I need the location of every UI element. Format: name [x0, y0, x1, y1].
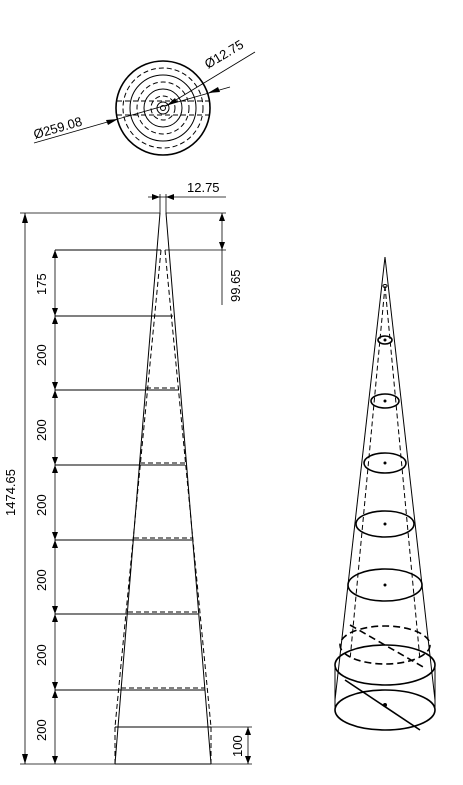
cone-left-edge: [114, 212, 161, 765]
section-label-5: 200: [34, 569, 49, 591]
cone-right-edge: [165, 212, 212, 765]
top-view-ring-2: [129, 74, 197, 142]
inner-diameter-leader: [165, 51, 256, 107]
iso-section-ellipse-2: [370, 393, 400, 409]
top-view: Ø259.08 Ø12.75: [32, 37, 256, 156]
inner-diameter-arrow: [166, 98, 177, 106]
base-height-label: 100: [230, 735, 245, 757]
top-view-ring-5: [150, 95, 176, 121]
iso-section-ellipse-1: [377, 335, 393, 345]
section-label-6: 200: [34, 644, 49, 666]
iso-section-ellipse-5: [347, 568, 423, 602]
isometric-view: [334, 256, 436, 731]
section-label-3: 200: [34, 419, 49, 441]
outer-diameter-arrow: [106, 119, 118, 125]
iso-right-edge: [384, 256, 436, 701]
iso-section-ellipse-6: [339, 625, 431, 665]
iso-base-ellipse-bottom: [334, 689, 436, 731]
section-dim-arrows: [52, 250, 58, 764]
section-label-1: 175: [34, 273, 49, 295]
tip-height-label: 99.65: [228, 269, 243, 302]
top-view-center-circle: [160, 105, 166, 111]
section-label-2: 200: [34, 344, 49, 366]
front-view: 1474.65 175 200 200 200 200 200 200: [3, 180, 252, 765]
total-height-label: 1474.65: [3, 469, 18, 516]
iso-left-edge: [334, 256, 386, 701]
section-label-7: 200: [34, 719, 49, 741]
top-view-ring-6: [156, 101, 170, 115]
top-view-ring-4: [143, 88, 183, 128]
inner-diameter-label: Ø12.75: [202, 37, 246, 72]
top-view-ring-1: [122, 67, 204, 149]
iso-section-ellipse-4: [355, 510, 415, 538]
top-view-ring-3: [136, 81, 190, 135]
outer-diameter-label: Ø259.08: [32, 114, 84, 142]
iso-section-ellipse-3: [363, 452, 407, 474]
top-view-outer-circle: [115, 60, 211, 156]
section-label-4: 200: [34, 494, 49, 516]
tip-width-label: 12.75: [187, 180, 220, 195]
outer-diameter-leader: [33, 86, 231, 144]
